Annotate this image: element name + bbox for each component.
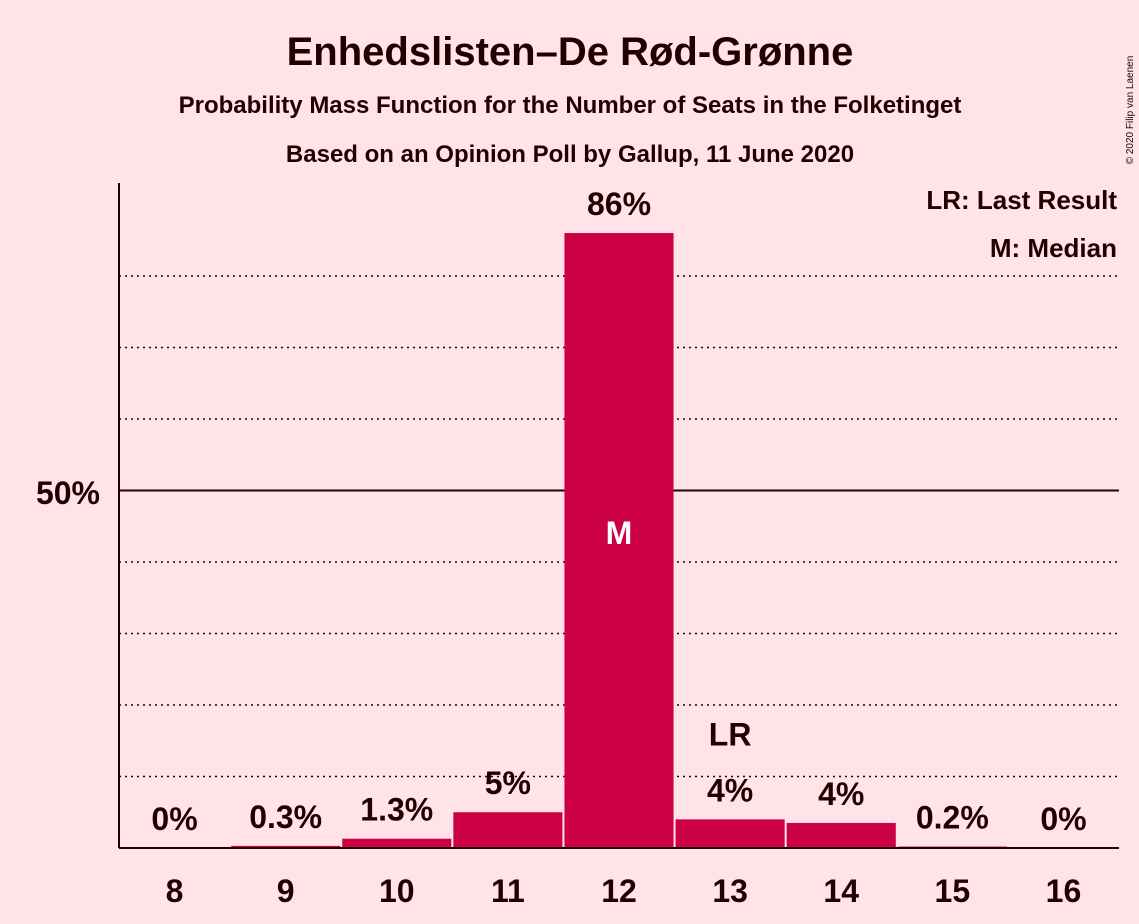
copyright: © 2020 Filip van Laenen [1125,56,1136,165]
x-tick-9: 9 [277,873,295,909]
legend-median: M: Median [990,233,1117,263]
bars [231,233,1007,848]
value-label-9: 0.3% [249,799,322,835]
bar-markers: M LR [606,515,752,752]
bar-14 [786,822,896,848]
x-tick-14: 14 [823,873,859,909]
bar-11 [453,812,563,848]
chart-title: Enhedslisten–De Rød-Grønne [287,30,854,74]
bar-10 [342,838,452,848]
value-label-13: 4% [707,772,753,808]
x-tick-12: 12 [601,873,637,909]
x-tick-labels: 8 9 10 11 12 13 14 15 16 [166,873,1082,909]
bar-value-labels: 0% 0.3% 1.3% 5% 86% 4% 4% 0.2% 0% [151,186,1086,837]
chart-source: Based on an Opinion Poll by Gallup, 11 J… [286,141,854,168]
value-label-8: 0% [151,801,197,837]
x-tick-8: 8 [166,873,184,909]
x-tick-16: 16 [1046,873,1082,909]
x-tick-10: 10 [379,873,415,909]
y-tick-label-50: 50% [36,475,100,511]
last-result-marker: LR [709,716,752,752]
value-label-14: 4% [818,776,864,812]
median-marker: M [606,515,633,551]
value-label-12: 86% [587,186,651,222]
value-label-11: 5% [485,765,531,801]
x-tick-15: 15 [935,873,971,909]
x-tick-11: 11 [491,873,525,909]
bar-9 [231,845,341,848]
x-tick-13: 13 [712,873,748,909]
value-label-16: 0% [1040,801,1086,837]
chart-subtitle: Probability Mass Function for the Number… [179,92,962,119]
value-label-10: 1.3% [360,792,433,828]
legend-last-result: LR: Last Result [926,185,1117,215]
bar-13 [675,819,785,848]
bar-12 [564,233,674,848]
value-label-15: 0.2% [916,800,989,836]
